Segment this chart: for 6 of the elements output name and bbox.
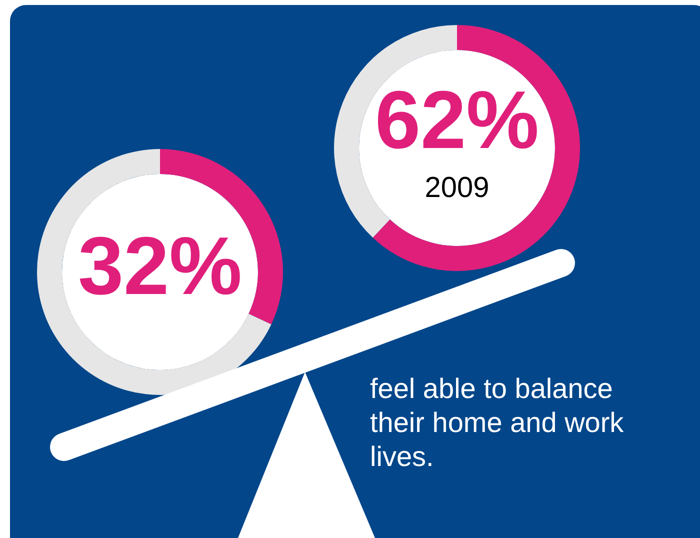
- data-label: 32%: [78, 221, 242, 312]
- text: feel able to balance their home and work lives.: [370, 372, 625, 474]
- donut-slice: [37, 149, 272, 395]
- data-label: 62%: [374, 75, 540, 166]
- text: 2009: [424, 172, 490, 204]
- donut-slice: [372, 25, 580, 271]
